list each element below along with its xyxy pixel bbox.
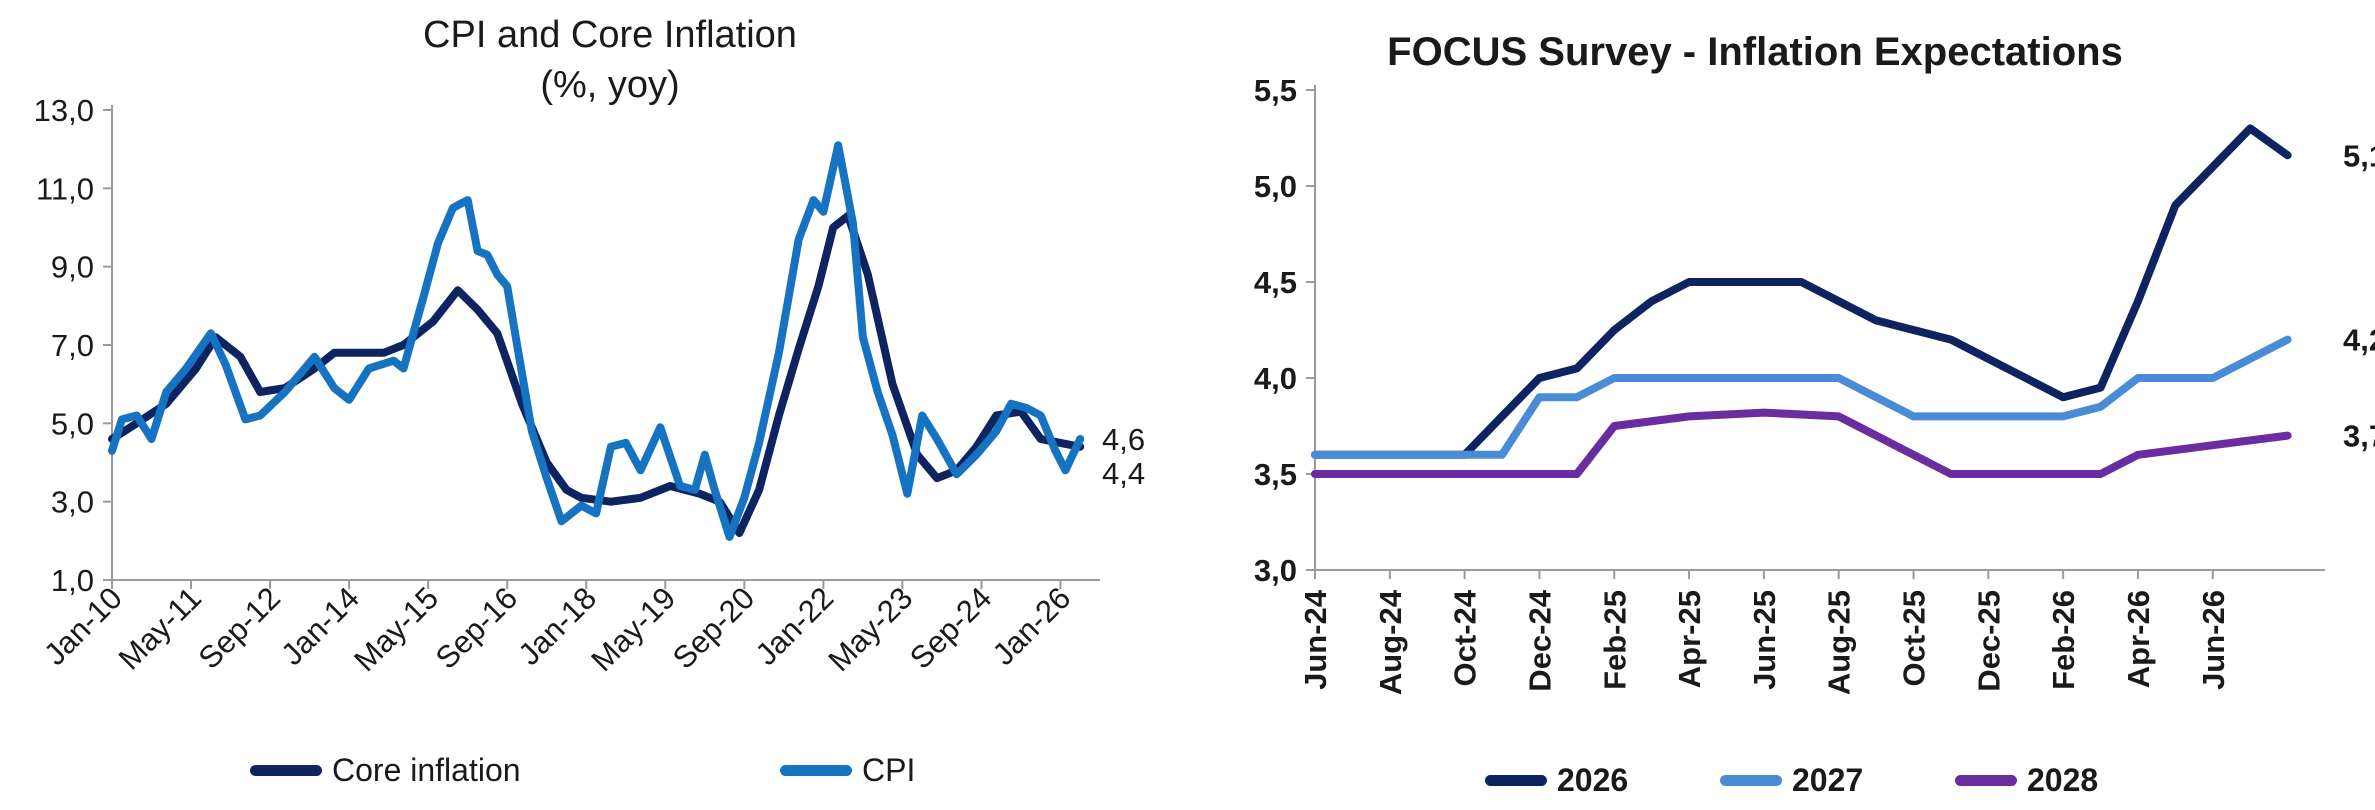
chart-plot-area: 1,03,05,07,09,011,013,0Jan-10May-11Sep-1… (34, 93, 1145, 678)
x-tick-label: Dec-25 (1971, 590, 2006, 692)
series-end-label: 4,6 (1102, 422, 1145, 457)
x-tick-label: Jun-25 (1747, 590, 1782, 690)
y-tick-label: 9,0 (51, 250, 94, 285)
legend-label: Core inflation (332, 752, 521, 788)
cpi-core-inflation-chart: CPI and Core Inflation (%, yoy) 1,0 3,0 5,… (0, 0, 1160, 805)
y-tick-label: 3,0 (51, 485, 94, 520)
legend-swatch (1485, 775, 1547, 786)
series-line-2028 (1311, 408, 2292, 478)
x-tick-label: Feb-25 (1597, 590, 1632, 690)
legend-swatch (1720, 775, 1782, 786)
legend-item-2026: 2026 (1485, 762, 1628, 799)
y-tick-label: 13,0 (34, 93, 94, 128)
series-line-2027 (1311, 335, 2292, 459)
legend-label: 2028 (2027, 762, 2099, 798)
chart-title: FOCUS Survey - Inflation Expectations (1387, 30, 2123, 74)
series-end-label: 3,70 (2343, 419, 2375, 454)
focus-survey-chart: FOCUS Survey - Inflation Expectations 3,… (1175, 0, 2375, 805)
x-tick-label: Sep-16 (429, 580, 524, 675)
legend-swatch (1955, 775, 2017, 786)
y-tick-label: 5,0 (1254, 169, 1297, 204)
legend-item-core-inflation: Core inflation (250, 752, 521, 789)
x-tick-label: Jun-26 (2196, 590, 2231, 690)
series-line-core-inflation (108, 211, 1085, 537)
chart-subtitle: (%, yoy) (540, 64, 680, 106)
legend-item-2028: 2028 (1955, 762, 2098, 799)
x-tick-label: Sep-24 (903, 580, 998, 675)
x-tick-label: Dec-24 (1522, 589, 1557, 691)
x-tick-label: Feb-26 (2046, 590, 2081, 690)
series-end-label: 4,4 (1102, 456, 1145, 491)
chart-title-text: CPI and Core Inflation (423, 14, 797, 56)
x-tick-label: May-15 (347, 580, 445, 678)
y-tick-label: 1,0 (51, 563, 94, 598)
y-tick-label: 7,0 (51, 328, 94, 363)
y-tick-label: 5,0 (51, 406, 94, 441)
y-tick-label: 3,5 (1254, 457, 1297, 492)
x-tick-label: Apr-26 (2121, 590, 2156, 688)
legend-label: 2027 (1792, 762, 1864, 798)
x-tick-label: Apr-25 (1672, 590, 1707, 688)
x-tick-label: Jun-24 (1298, 589, 1333, 690)
legend-swatch (250, 765, 322, 776)
chart-title: CPI and Core Inflation (%, yoy) (140, 10, 1080, 110)
y-tick-label: 5,5 (1254, 73, 1297, 108)
legend-swatch (780, 765, 852, 776)
series-line-2026 (1311, 124, 2292, 459)
legend-item-2027: 2027 (1720, 762, 1863, 799)
legend-label: 2026 (1557, 762, 1629, 798)
x-tick-label: May-23 (822, 580, 920, 678)
x-tick-label: Aug-24 (1373, 589, 1408, 695)
legend-item-cpi: CPI (780, 752, 915, 789)
y-tick-label: 4,5 (1254, 265, 1297, 300)
x-tick-label: Sep-12 (192, 580, 287, 675)
y-tick-label: 4,0 (1254, 361, 1297, 396)
x-tick-label: Sep-20 (666, 580, 761, 675)
x-tick-label: Oct-25 (1897, 590, 1932, 686)
series-end-label: 5,16 (2343, 138, 2375, 173)
x-tick-label: Aug-25 (1822, 590, 1857, 695)
x-tick-label: Oct-24 (1448, 589, 1483, 686)
x-tick-label: May-19 (584, 580, 682, 678)
legend-label: CPI (862, 752, 916, 788)
x-tick-label: May-11 (112, 580, 208, 676)
series-line-cpi (108, 141, 1085, 541)
series-end-label: 4,20 (2343, 323, 2375, 358)
x-tick-label: Jan-26 (986, 580, 1078, 672)
y-tick-label: 11,0 (36, 171, 94, 206)
chart-plot-area: 3,0 3,5 4,0 4,5 5,0 5,5 Jun-24 Aug-24 Oct-24 Dec-… (1254, 73, 2375, 695)
y-tick-label: 3,0 (1254, 553, 1297, 588)
